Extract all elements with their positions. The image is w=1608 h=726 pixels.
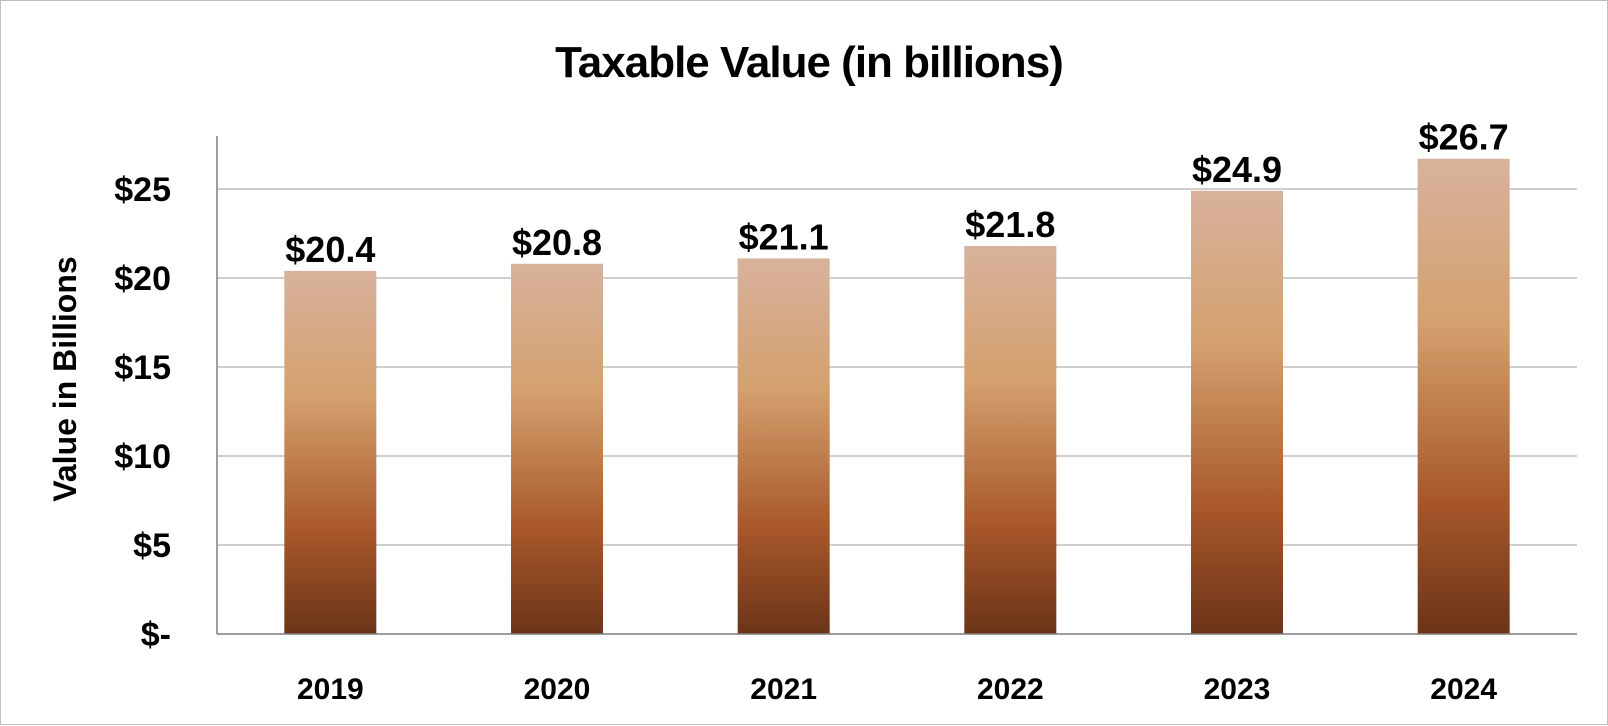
bar-2023 [1191, 190, 1283, 634]
gridlines [217, 188, 1577, 546]
x-tick-label-2021: 2021 [750, 673, 817, 706]
y-axis-ticks: $- $5 $10 $15 $20 $25 [114, 171, 171, 654]
x-tick-label-2019: 2019 [297, 673, 364, 706]
bar-2020 [511, 263, 603, 634]
x-tick-label-2022: 2022 [977, 673, 1044, 706]
y-tick-label: $15 [114, 349, 171, 387]
bar-2019 [284, 270, 377, 634]
bars [284, 158, 1510, 635]
data-label-2020: $20.8 [512, 222, 602, 263]
x-axis-ticks: 2019 2020 2021 2022 2023 2024 [297, 673, 1497, 706]
x-tick-label-2023: 2023 [1204, 673, 1271, 706]
bar-2022 [964, 245, 1057, 634]
x-tick-label-2020: 2020 [524, 673, 591, 706]
x-tick-label-2024: 2024 [1430, 673, 1497, 706]
data-label-2019: $20.4 [285, 229, 375, 270]
chart-title: Taxable Value (in billions) [555, 38, 1063, 87]
y-axis-label: Value in Billions [47, 256, 83, 501]
data-label-2021: $21.1 [739, 216, 829, 257]
data-labels: $20.4 $20.8 $21.1 $21.8 $24.9 $26.7 [285, 117, 1508, 270]
y-tick-label: $5 [133, 527, 171, 565]
bar-2021 [737, 258, 830, 634]
y-tick-label: $25 [114, 171, 171, 209]
bar-2024 [1417, 158, 1510, 635]
data-label-2023: $24.9 [1192, 149, 1282, 190]
y-tick-label: $10 [114, 438, 171, 476]
y-tick-label: $- [141, 616, 171, 654]
data-label-2024: $26.7 [1419, 117, 1509, 158]
y-tick-label: $20 [114, 260, 171, 298]
data-label-2022: $21.8 [965, 204, 1055, 245]
